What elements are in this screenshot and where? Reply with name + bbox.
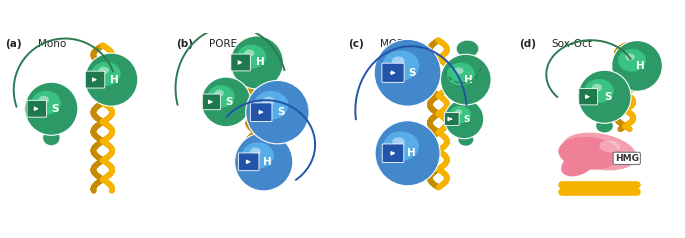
Ellipse shape (230, 36, 284, 89)
Ellipse shape (449, 106, 471, 124)
Text: S: S (408, 68, 415, 78)
Ellipse shape (246, 80, 309, 144)
Text: S: S (51, 104, 58, 114)
Text: Sox-Oct: Sox-Oct (551, 39, 593, 49)
Ellipse shape (599, 140, 620, 152)
Text: H: H (263, 157, 271, 167)
Text: H: H (464, 74, 473, 85)
Ellipse shape (596, 119, 613, 133)
Ellipse shape (234, 133, 293, 191)
Ellipse shape (245, 50, 255, 57)
Text: H: H (636, 61, 645, 71)
Ellipse shape (592, 84, 602, 91)
Ellipse shape (562, 133, 636, 170)
Ellipse shape (237, 45, 266, 69)
Ellipse shape (558, 137, 620, 170)
FancyBboxPatch shape (85, 71, 105, 88)
FancyBboxPatch shape (579, 89, 597, 105)
Text: H: H (407, 148, 416, 158)
Text: HMG: HMG (614, 154, 639, 163)
Ellipse shape (99, 67, 109, 74)
Ellipse shape (42, 130, 60, 146)
Ellipse shape (39, 96, 49, 103)
Ellipse shape (445, 99, 484, 139)
Text: PORE: PORE (209, 39, 237, 49)
Ellipse shape (382, 50, 419, 80)
Ellipse shape (85, 53, 138, 106)
Text: S: S (463, 114, 470, 124)
Ellipse shape (214, 90, 224, 97)
Text: S: S (225, 97, 233, 107)
Ellipse shape (578, 70, 631, 123)
FancyBboxPatch shape (27, 100, 47, 117)
Ellipse shape (247, 103, 257, 111)
Ellipse shape (253, 91, 288, 119)
Text: (d): (d) (519, 39, 536, 49)
Ellipse shape (392, 56, 405, 66)
Text: (a): (a) (5, 39, 22, 49)
FancyBboxPatch shape (203, 94, 221, 110)
FancyBboxPatch shape (445, 113, 459, 125)
Text: (b): (b) (176, 39, 193, 49)
Ellipse shape (458, 133, 473, 146)
Text: H: H (256, 58, 264, 68)
FancyBboxPatch shape (382, 63, 404, 82)
Ellipse shape (393, 137, 405, 146)
Text: S: S (277, 107, 285, 117)
Text: Mono: Mono (38, 39, 66, 49)
FancyBboxPatch shape (251, 103, 272, 121)
Ellipse shape (456, 40, 479, 57)
Text: H: H (110, 74, 119, 85)
Ellipse shape (208, 85, 235, 108)
Ellipse shape (440, 54, 491, 105)
Ellipse shape (584, 79, 614, 103)
Text: S: S (604, 92, 612, 102)
FancyBboxPatch shape (231, 54, 251, 71)
Ellipse shape (262, 97, 275, 105)
Ellipse shape (32, 91, 61, 115)
Ellipse shape (201, 77, 251, 127)
Ellipse shape (454, 67, 464, 74)
Ellipse shape (383, 131, 419, 161)
Ellipse shape (612, 40, 662, 91)
FancyBboxPatch shape (238, 153, 259, 171)
Ellipse shape (625, 54, 635, 61)
Text: (c): (c) (347, 39, 363, 49)
Ellipse shape (455, 109, 462, 115)
Ellipse shape (375, 121, 440, 186)
Ellipse shape (91, 62, 121, 86)
Ellipse shape (242, 142, 274, 169)
FancyBboxPatch shape (382, 144, 404, 163)
Ellipse shape (561, 151, 597, 176)
Ellipse shape (562, 159, 579, 175)
Ellipse shape (25, 82, 78, 135)
Ellipse shape (250, 148, 261, 156)
Ellipse shape (374, 39, 441, 106)
Ellipse shape (618, 49, 646, 72)
Ellipse shape (447, 63, 475, 85)
Text: MORE: MORE (380, 39, 411, 49)
